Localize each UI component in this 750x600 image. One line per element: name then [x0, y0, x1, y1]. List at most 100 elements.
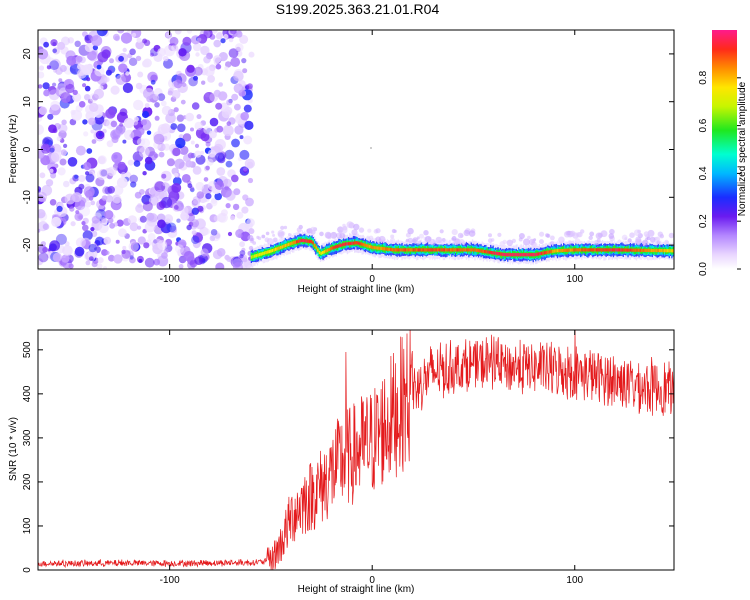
ridge-core — [385, 247, 387, 251]
noise-blob — [71, 192, 82, 203]
noise-blob — [51, 216, 62, 228]
noise-blob — [216, 125, 224, 133]
noise-blob — [165, 112, 176, 124]
ridge-core — [440, 248, 442, 252]
noise-blob — [38, 124, 44, 135]
ridge-core — [292, 241, 295, 245]
ridge-core — [548, 250, 551, 254]
top-x-tick-label: 0 — [369, 274, 375, 285]
ridge-halo — [646, 236, 651, 241]
noise-blob — [171, 183, 182, 193]
ridge-halo — [351, 229, 358, 236]
noise-blob — [190, 219, 200, 228]
top-y-tick-label: 0 — [22, 146, 33, 152]
noise-blob — [71, 109, 83, 121]
noise-blob — [204, 66, 215, 77]
noise-blob — [41, 185, 53, 196]
noise-blob — [240, 111, 249, 121]
colorbar-gradient — [712, 30, 737, 269]
noise-blob — [43, 138, 50, 145]
ridge-core — [344, 242, 347, 246]
noise-blob — [197, 37, 202, 42]
noise-blob — [246, 83, 253, 90]
noise-blob — [171, 89, 181, 99]
ridge-core — [615, 248, 617, 252]
ridge-halo — [451, 229, 458, 236]
noise-blob — [118, 228, 127, 238]
ridge-core — [300, 238, 303, 242]
noise-blob — [75, 237, 86, 248]
noise-blob — [51, 151, 62, 163]
noise-blob — [112, 194, 122, 204]
noise-blob — [135, 40, 144, 50]
ridge-core — [305, 239, 308, 243]
noise-blob — [218, 82, 223, 87]
noise-blob — [193, 66, 203, 76]
ridge-halo — [424, 235, 432, 243]
colorbar-tick-label: 0.2 — [698, 214, 709, 228]
noise-blob — [154, 102, 160, 108]
ridge-core — [655, 248, 658, 253]
ridge-core — [266, 250, 269, 254]
ridge-core — [509, 253, 512, 257]
ridge-core — [466, 248, 468, 252]
noise-blob — [187, 152, 194, 159]
noise-blob — [57, 41, 66, 50]
ridge-halo — [642, 239, 649, 246]
ridge-core — [339, 243, 342, 247]
ridge-core — [639, 248, 642, 252]
noise-blob — [176, 73, 187, 84]
ridge-core — [373, 246, 376, 250]
noise-blob — [96, 30, 108, 37]
noise-blob — [110, 120, 118, 128]
noise-blob — [128, 241, 139, 252]
ridge-halo — [429, 239, 436, 246]
ridge-core — [425, 248, 428, 252]
noise-blob — [86, 77, 91, 82]
ridge-halo — [339, 232, 346, 239]
noise-blob — [185, 160, 193, 168]
ridge-core — [537, 252, 539, 256]
ridge-core — [325, 249, 327, 253]
noise-blob — [218, 91, 228, 101]
noise-blob — [46, 57, 55, 66]
ridge-core — [424, 248, 426, 252]
ridge-halo — [459, 234, 464, 238]
noise-blob — [111, 152, 123, 164]
ridge-core — [493, 251, 496, 255]
ridge-core — [307, 239, 309, 243]
ridge-core — [428, 248, 431, 252]
noise-blob — [67, 157, 78, 167]
noise-blob — [93, 88, 104, 99]
ridge-core — [258, 253, 261, 257]
noise-blob — [49, 199, 57, 206]
ridge-core — [427, 248, 429, 252]
noise-blob — [154, 181, 166, 193]
ridge-core — [471, 248, 473, 252]
noise-blob — [102, 188, 108, 194]
noise-blob — [143, 39, 151, 46]
ridge-core — [649, 248, 651, 252]
ridge-core — [599, 248, 601, 252]
top-y-tick-label: 20 — [22, 48, 33, 60]
ridge-band — [471, 246, 474, 252]
ridge-core — [297, 239, 300, 243]
noise-blob — [244, 158, 255, 169]
ridge-core — [262, 252, 264, 256]
noise-blob — [77, 63, 83, 70]
noise-blob — [82, 224, 89, 232]
noise-blob — [120, 251, 131, 262]
ridge-core — [592, 248, 595, 252]
ridge-core — [646, 248, 648, 252]
noise-blob — [142, 110, 150, 119]
noise-blob — [47, 113, 54, 120]
ridge-core — [441, 248, 444, 252]
noise-blob — [158, 151, 165, 158]
noise-blob — [38, 252, 49, 263]
ridge-core — [299, 239, 301, 243]
noise-blob — [50, 100, 61, 111]
noise-blob — [115, 239, 120, 244]
noise-blob — [176, 114, 185, 122]
ridge-core — [607, 248, 609, 252]
